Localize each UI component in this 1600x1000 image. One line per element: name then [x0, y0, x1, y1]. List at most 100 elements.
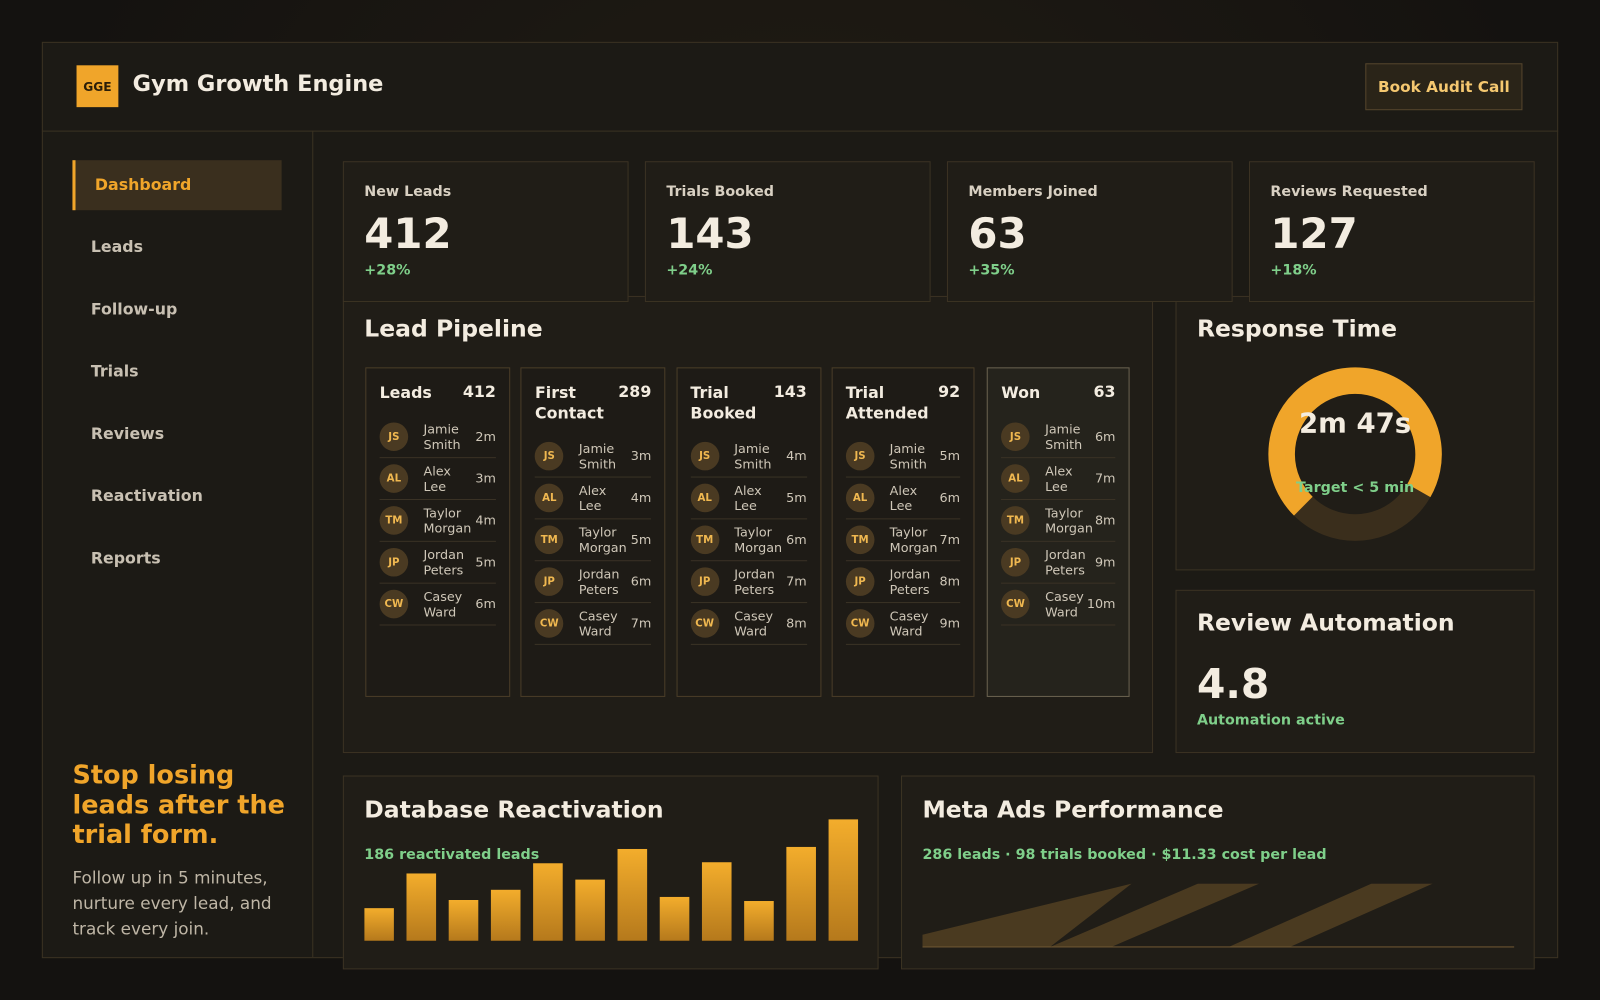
- column-count: 412: [462, 382, 496, 402]
- lead-name: Jamie Smith: [1045, 421, 1083, 452]
- card-divider: [690, 602, 807, 604]
- lead-name: Jordan Peters: [423, 546, 465, 578]
- bar: [617, 848, 648, 941]
- card-divider: [1001, 624, 1116, 626]
- avatar: JS: [845, 441, 875, 471]
- lead-name: Taylor Morgan: [734, 524, 783, 555]
- lead-time: 8m: [1094, 512, 1116, 528]
- card-divider: [845, 560, 961, 562]
- lead-time: 7m: [939, 531, 961, 547]
- avatar: JS: [379, 422, 409, 452]
- kpi-label: Members Joined: [968, 183, 1098, 200]
- kpi-value: 63: [968, 209, 1027, 259]
- lead-name: Casey Ward: [578, 608, 618, 639]
- nav-item[interactable]: Trials: [90, 362, 139, 381]
- review-status: Automation active: [1196, 712, 1345, 729]
- column-name: Won: [1001, 383, 1041, 403]
- promo-body: Follow up in 5 minutes, nurture every le…: [72, 868, 272, 939]
- lead-name: Taylor Morgan: [423, 505, 472, 536]
- avatar: JS: [534, 441, 564, 471]
- lead-time: 5m: [939, 447, 961, 464]
- column-count: 143: [773, 382, 807, 402]
- lead-time: 2m: [475, 428, 496, 444]
- lead-name: Alex Lee: [734, 482, 762, 513]
- avatar: CW: [690, 609, 719, 638]
- kpi-change: +35%: [968, 262, 1015, 279]
- lead-name: Jamie Smith: [889, 440, 927, 471]
- card-divider: [534, 602, 652, 604]
- panel-title: Database Reactivation: [364, 796, 664, 824]
- kpi-value: 412: [364, 209, 452, 259]
- nav-item[interactable]: Dashboard: [94, 175, 192, 194]
- card-divider: [690, 643, 807, 645]
- nav-item[interactable]: Leads: [90, 237, 144, 257]
- nav-item[interactable]: Reactivation: [90, 486, 203, 506]
- panel-title: Response Time: [1196, 316, 1398, 343]
- lead-name: Casey Ward: [734, 608, 774, 639]
- book-button[interactable]: Book Audit Call: [1365, 63, 1523, 111]
- column-name: Trial Booked: [690, 383, 757, 423]
- lead-name: Casey Ward: [423, 588, 463, 619]
- nav-item[interactable]: Reports: [90, 548, 161, 568]
- panel-title: Review Automation: [1196, 610, 1455, 637]
- avatar: JS: [1001, 422, 1030, 452]
- promo-headline: Stop losing leads after the trial form.: [72, 760, 285, 849]
- card-divider: [379, 457, 496, 459]
- avatar: TM: [690, 525, 719, 555]
- gauge-fill: [1268, 367, 1442, 541]
- bar: [786, 846, 816, 941]
- bar: [744, 901, 774, 941]
- kpi-value: 127: [1270, 209, 1358, 259]
- lead-name: Alex Lee: [423, 463, 451, 494]
- column-count: 289: [618, 382, 652, 402]
- card-divider: [534, 476, 652, 478]
- lead-time: 7m: [786, 573, 807, 589]
- column-name: Leads: [379, 383, 432, 403]
- panel-title: Lead Pipeline: [364, 316, 543, 343]
- lead-time: 6m: [939, 489, 961, 506]
- nav-item[interactable]: Reviews: [90, 424, 165, 443]
- card-divider: [1001, 498, 1116, 500]
- kpi-change: +24%: [666, 262, 713, 279]
- app-title: Gym Growth Engine: [132, 71, 384, 97]
- card-divider: [845, 602, 961, 604]
- card-divider: [534, 643, 652, 645]
- card-divider: [690, 518, 807, 520]
- bar: [448, 899, 479, 941]
- lead-time: 4m: [786, 447, 807, 464]
- lead-time: 4m: [630, 489, 652, 506]
- card-divider: [690, 476, 807, 478]
- lead-name: Alex Lee: [578, 482, 607, 513]
- avatar: JP: [845, 567, 875, 596]
- lead-name: Jamie Smith: [423, 421, 461, 452]
- lead-time: 8m: [939, 573, 961, 589]
- kpi-label: Reviews Requested: [1270, 183, 1428, 200]
- card-divider: [379, 540, 496, 542]
- lead-name: Jordan Peters: [889, 566, 931, 597]
- card-divider: [1001, 540, 1116, 542]
- avatar: TM: [1001, 506, 1030, 535]
- bar: [575, 879, 605, 941]
- avatar: TM: [379, 506, 409, 535]
- meta-subtitle: 286 leads · 98 trials booked · $11.33 co…: [922, 846, 1327, 864]
- lead-time: 4m: [475, 512, 496, 528]
- lead-time: 6m: [786, 531, 807, 547]
- avatar: AL: [845, 483, 875, 513]
- nav-item[interactable]: Follow-up: [90, 299, 178, 319]
- lead-name: Casey Ward: [1045, 588, 1084, 619]
- lead-name: Jamie Smith: [578, 440, 617, 471]
- avatar: TM: [534, 525, 564, 555]
- kpi-card: [946, 161, 1233, 303]
- kpi-value: 143: [666, 209, 754, 259]
- avatar: JP: [1001, 547, 1030, 577]
- avatar: JP: [690, 567, 719, 596]
- avatar: CW: [534, 609, 564, 638]
- stripe: [922, 883, 1132, 947]
- avatar: AL: [1001, 464, 1030, 493]
- avatar: CW: [845, 609, 875, 638]
- card-divider: [845, 518, 961, 520]
- lead-time: 10m: [1086, 595, 1116, 612]
- lead-time: 8m: [786, 615, 807, 631]
- lead-name: Alex Lee: [889, 482, 918, 513]
